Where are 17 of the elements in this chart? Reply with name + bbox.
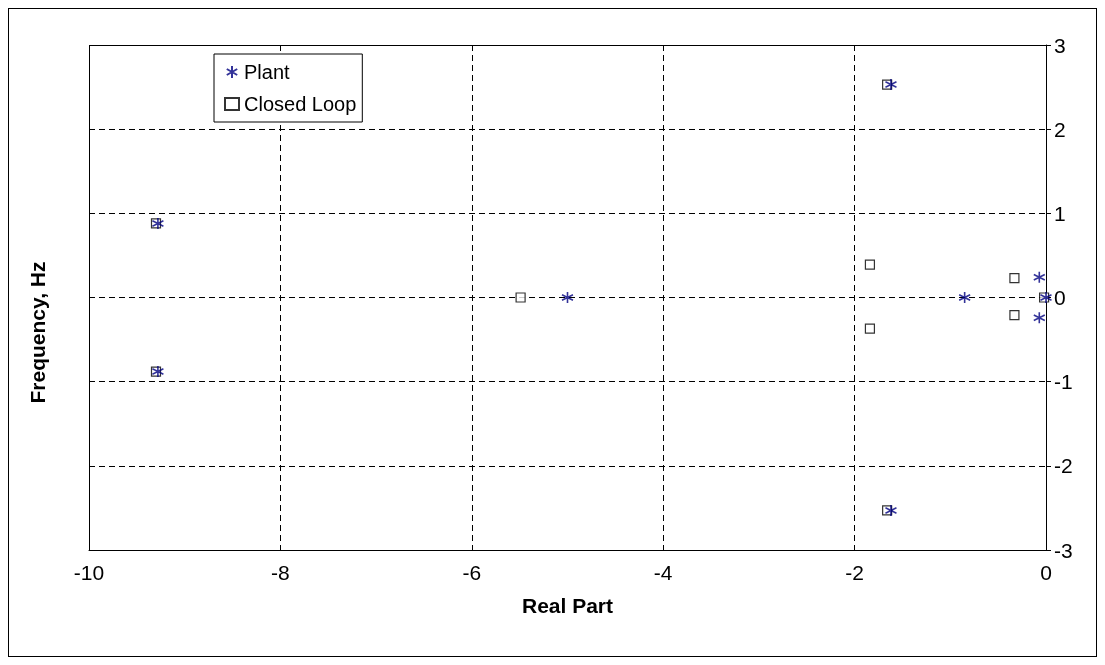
x-tick-label: -2 xyxy=(845,561,864,584)
y-axis-title: Frequency, Hz xyxy=(26,261,49,404)
y-tick-label: 1 xyxy=(1054,201,1066,225)
y-tick-label: 0 xyxy=(1054,286,1066,309)
x-tick-label: -8 xyxy=(271,561,290,584)
x-tick-label: -4 xyxy=(653,561,673,584)
x-tick-label: 0 xyxy=(1040,561,1052,584)
x-tick-label: -10 xyxy=(73,561,105,584)
y-tick-label: 3 xyxy=(1054,33,1066,57)
y-tick-label: -3 xyxy=(1054,538,1073,562)
legend-label: Closed Loop xyxy=(244,93,357,115)
y-tick-label: 2 xyxy=(1054,117,1066,141)
x-axis-title: Real Part xyxy=(521,594,614,617)
y-tick-label: -2 xyxy=(1054,454,1073,478)
y-tick-label: -1 xyxy=(1054,370,1073,394)
legend-label: Plant xyxy=(244,61,291,83)
x-tick-label: -6 xyxy=(462,561,482,584)
